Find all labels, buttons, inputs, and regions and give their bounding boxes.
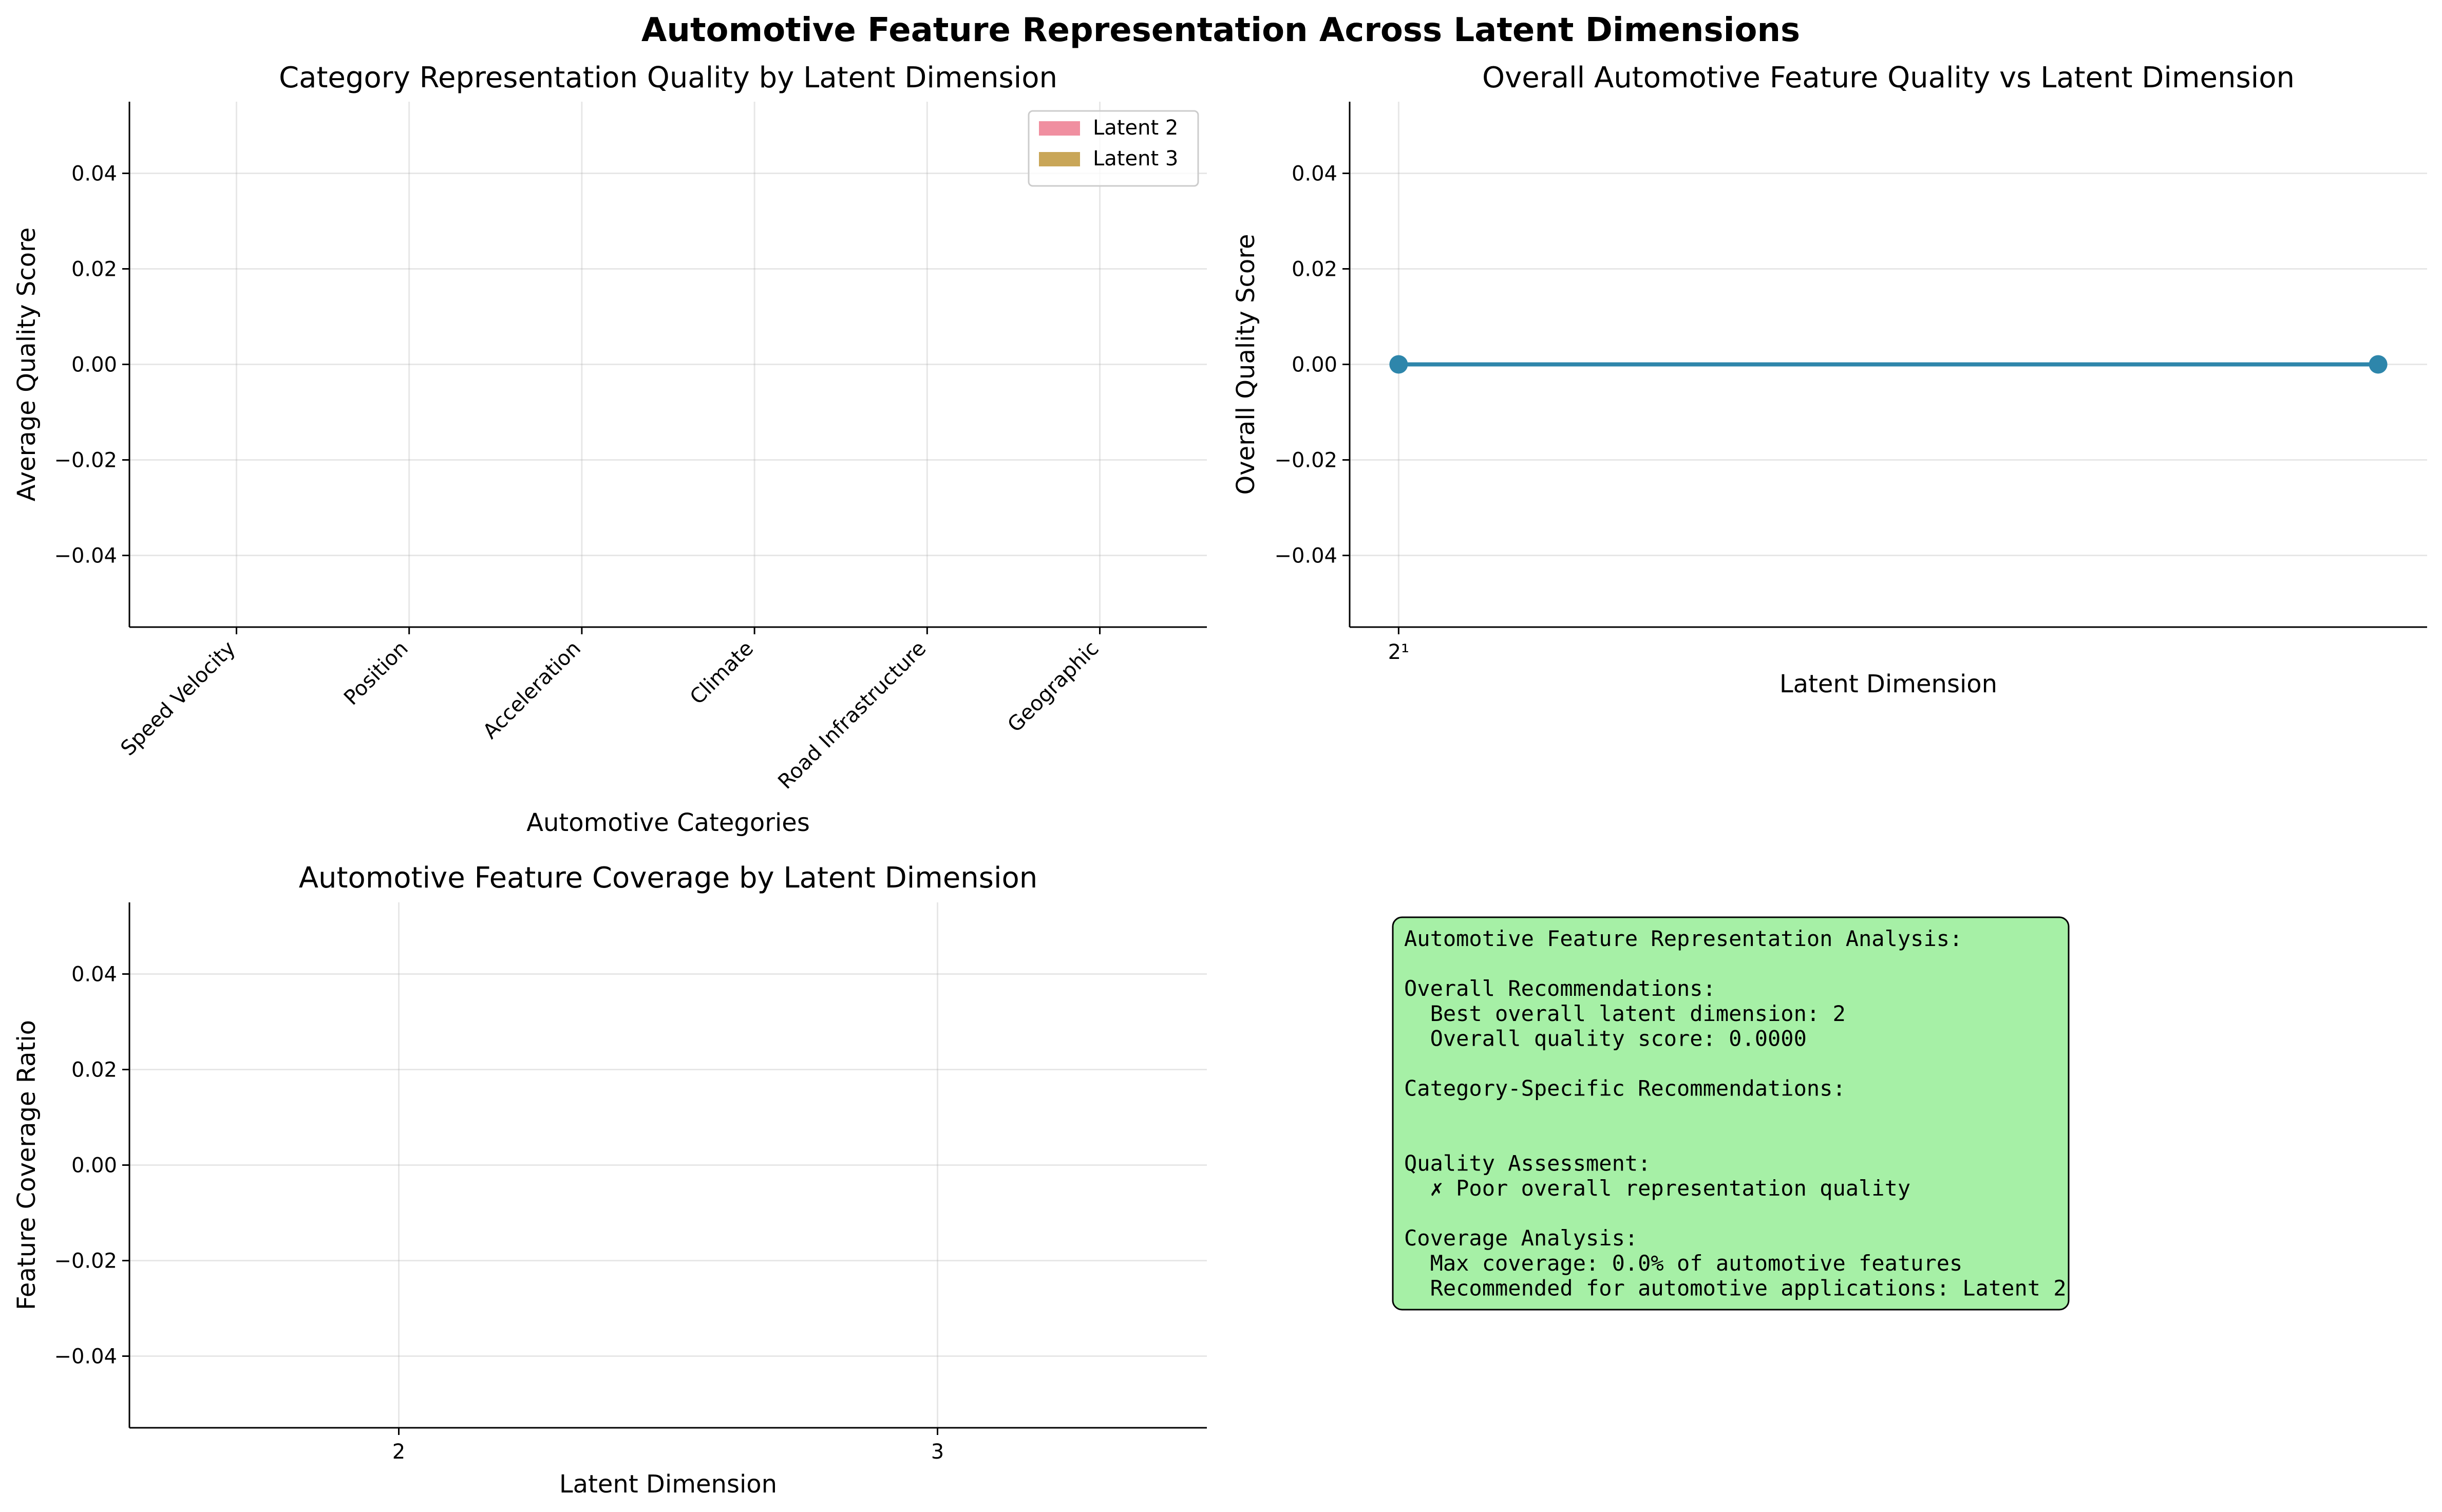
p3-xtick-label: 3: [931, 1440, 944, 1464]
summary-line: Quality Assessment:: [1404, 1150, 1651, 1176]
p2-title: Overall Automotive Feature Quality vs La…: [1482, 61, 2295, 94]
p2-point: [1389, 355, 1408, 374]
p1-legend-swatch: [1039, 121, 1080, 136]
p1-xtick-label: Climate: [686, 637, 758, 709]
p3-ytick-label: 0.04: [71, 963, 117, 987]
p3-ytick-label: −0.02: [54, 1250, 117, 1273]
p1-ytick-label: 0.00: [71, 353, 117, 377]
p1-xtick-label: Speed Velocity: [116, 637, 240, 761]
p3-ylabel: Feature Coverage Ratio: [12, 1020, 41, 1310]
p1-xlabel: Automotive Categories: [526, 808, 810, 837]
summary-line: Best overall latent dimension: 2: [1404, 1001, 1846, 1026]
p3-xtick-label: 2: [392, 1440, 405, 1464]
p2-xtick-label: 2¹: [1388, 640, 1409, 664]
p1-title: Category Representation Quality by Laten…: [279, 61, 1057, 94]
summary-line: ✗ Poor overall representation quality: [1404, 1176, 1910, 1201]
summary-line: Recommended for automotive applications:…: [1404, 1275, 2067, 1300]
summary-box: [1392, 916, 2070, 1311]
p2-ytick-label: 0.00: [1292, 353, 1337, 377]
panel-category-quality: 0.04 0.02 0.00 −0.02 −0.04 Speed Velocity Posi…: [12, 61, 1207, 837]
p3-ytick-label: 0.00: [71, 1154, 117, 1178]
p3-ytick-label: −0.04: [54, 1345, 117, 1369]
p1-ylabel: Average Quality Score: [12, 228, 41, 502]
panel-overall-quality: 0.04 0.02 0.00 −0.02 −0.04 2¹ Overall Automoti…: [1232, 61, 2427, 698]
panel-feature-coverage: 0.04 0.02 0.00 −0.02 −0.04 2 3 Automotive Featu…: [12, 861, 1207, 1499]
summary-line: Automotive Feature Representation Analys…: [1404, 926, 1962, 951]
summary-line: Max coverage: 0.0% of automotive feature…: [1404, 1251, 1962, 1276]
figure-suptitle: Automotive Feature Representation Across…: [641, 11, 1800, 49]
p2-ytick-label: 0.02: [1292, 258, 1337, 281]
p1-legend-label: Latent 3: [1093, 147, 1178, 171]
p3-ytick-label: 0.02: [71, 1059, 117, 1082]
p1-xtick-label: Position: [339, 637, 413, 710]
p1-ytick-label: 0.04: [71, 162, 117, 186]
summary-line: Overall Recommendations:: [1404, 976, 1716, 1001]
summary-line: Coverage Analysis:: [1404, 1225, 1638, 1251]
p1-legend: Latent 2 Latent 3: [1028, 110, 1199, 187]
p2-point: [2369, 355, 2388, 374]
p1-xtick-label: Road Infrastructure: [773, 637, 931, 794]
panel-analysis-summary: Automotive Feature Representation Analys…: [1392, 916, 2070, 1311]
p2-ytick-label: −0.02: [1274, 449, 1337, 472]
p1-legend-swatch: [1039, 152, 1080, 166]
p1-ytick-label: 0.02: [71, 258, 117, 281]
summary-line: Overall quality score: 0.0000: [1404, 1026, 1807, 1051]
p2-xlabel: Latent Dimension: [1780, 670, 1997, 698]
p2-ytick-label: −0.04: [1274, 544, 1337, 568]
p1-legend-label: Latent 2: [1093, 116, 1178, 140]
p3-xlabel: Latent Dimension: [559, 1470, 777, 1499]
p2-ytick-label: 0.04: [1292, 162, 1337, 186]
p2-ylabel: Overall Quality Score: [1232, 234, 1260, 495]
p1-ytick-label: −0.02: [54, 449, 117, 472]
p1-ytick-label: −0.04: [54, 544, 117, 568]
p1-xtick-label: Geographic: [1003, 637, 1103, 737]
summary-line: Category-Specific Recommendations:: [1404, 1076, 1846, 1101]
p1-xtick-label: Acceleration: [479, 637, 585, 744]
p3-title: Automotive Feature Coverage by Latent Di…: [299, 861, 1038, 895]
